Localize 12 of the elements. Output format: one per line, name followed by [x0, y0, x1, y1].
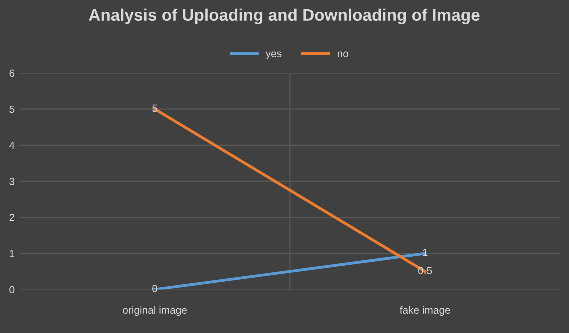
- x-tick-label: fake image: [400, 306, 450, 316]
- y-tick-label: 3: [10, 178, 15, 186]
- y-tick-label: 6: [10, 70, 15, 78]
- x-tick-label: original image: [123, 306, 188, 316]
- y-tick-label: 0: [10, 286, 15, 294]
- y-tick-label: 5: [10, 106, 15, 114]
- chart-title: Analysis of Uploading and Downloading of Image: [89, 8, 480, 24]
- y-tick-label: 1: [10, 250, 15, 258]
- y-tick-label: 2: [10, 214, 15, 222]
- y-tick-label: 4: [10, 142, 15, 150]
- legend-label: yes: [266, 52, 282, 60]
- legend-label: no: [338, 52, 348, 58]
